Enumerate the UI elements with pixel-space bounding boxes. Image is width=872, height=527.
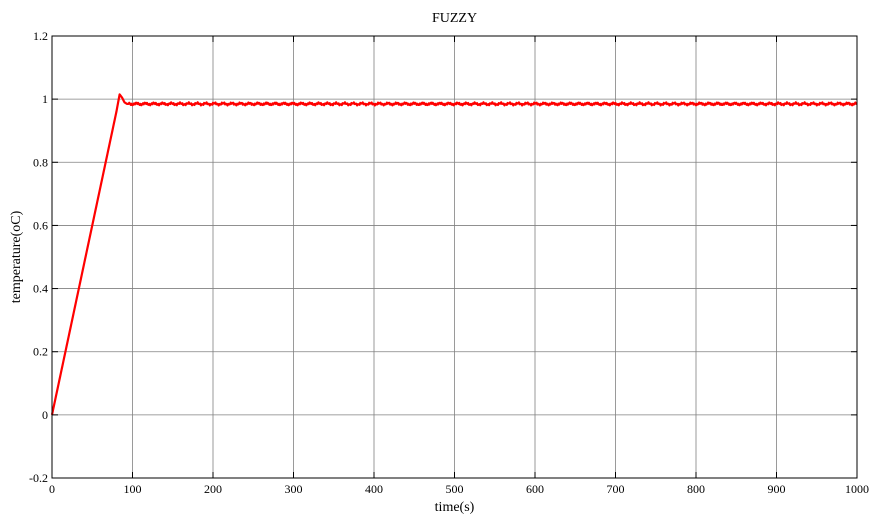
y-tick-label: -0.2 [29, 471, 48, 485]
y-tick-label: 0.8 [33, 155, 48, 169]
x-tick-label: 500 [446, 482, 464, 496]
y-tick-label: 0.2 [33, 345, 48, 359]
series-layer [50, 93, 858, 416]
tick-label-layer: 0 100 200 300 400 500 600 700 800 900 1000-0.200.2… [29, 29, 869, 496]
x-tick-label: 1000 [845, 482, 869, 496]
y-tick-label: 0.4 [33, 282, 48, 296]
x-axis-title: time(s) [435, 500, 475, 515]
x-tick-label: 100 [124, 482, 142, 496]
tick-layer [51, 35, 858, 479]
x-tick-label: 900 [768, 482, 786, 496]
y-tick-label: 0 [42, 408, 48, 422]
y-tick-label: 1.2 [33, 29, 48, 43]
x-tick-label: 800 [687, 482, 705, 496]
x-tick-label: 300 [285, 482, 303, 496]
x-tick-label: 0 [49, 482, 55, 496]
y-tick-label: 1 [42, 92, 48, 106]
x-tick-label: 700 [607, 482, 625, 496]
grid-layer [52, 36, 857, 478]
x-tick-label: 400 [365, 482, 383, 496]
y-tick-label: 0.6 [33, 218, 48, 232]
chart-title: FUZZY [432, 11, 477, 26]
x-tick-label: 600 [526, 482, 544, 496]
x-tick-label: 200 [204, 482, 222, 496]
y-axis-title: temperature(oC) [9, 210, 24, 303]
series-line-0 [50, 93, 858, 416]
